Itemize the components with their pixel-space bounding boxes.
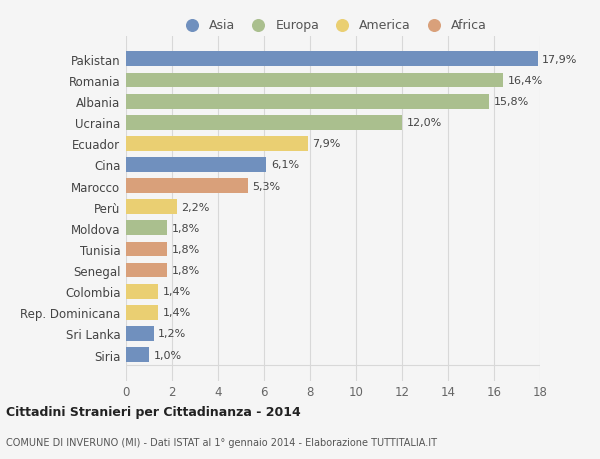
Bar xyxy=(126,179,248,194)
Bar xyxy=(126,52,538,67)
Text: 17,9%: 17,9% xyxy=(542,55,578,65)
Text: 1,2%: 1,2% xyxy=(158,329,187,339)
Text: Cittadini Stranieri per Cittadinanza - 2014: Cittadini Stranieri per Cittadinanza - 2… xyxy=(6,405,301,419)
Text: 1,8%: 1,8% xyxy=(172,245,200,254)
Bar xyxy=(126,116,402,130)
Text: 2,2%: 2,2% xyxy=(181,202,209,212)
Text: COMUNE DI INVERUNO (MI) - Dati ISTAT al 1° gennaio 2014 - Elaborazione TUTTITALI: COMUNE DI INVERUNO (MI) - Dati ISTAT al … xyxy=(6,437,437,447)
Text: 1,8%: 1,8% xyxy=(172,265,200,275)
Legend: Asia, Europa, America, Africa: Asia, Europa, America, Africa xyxy=(175,16,491,36)
Text: 5,3%: 5,3% xyxy=(253,181,281,191)
Bar xyxy=(126,242,167,257)
Text: 6,1%: 6,1% xyxy=(271,160,299,170)
Text: 12,0%: 12,0% xyxy=(407,118,442,128)
Text: 1,4%: 1,4% xyxy=(163,308,191,318)
Text: 7,9%: 7,9% xyxy=(312,139,341,149)
Bar xyxy=(126,221,167,236)
Text: 1,4%: 1,4% xyxy=(163,286,191,297)
Bar xyxy=(126,326,154,341)
Bar xyxy=(126,158,266,173)
Bar xyxy=(126,137,308,151)
Bar xyxy=(126,200,176,215)
Text: 16,4%: 16,4% xyxy=(508,76,543,86)
Text: 1,8%: 1,8% xyxy=(172,224,200,233)
Text: 15,8%: 15,8% xyxy=(494,97,529,107)
Text: 1,0%: 1,0% xyxy=(154,350,182,360)
Bar xyxy=(126,347,149,362)
Bar xyxy=(126,263,167,278)
Bar xyxy=(126,305,158,320)
Bar xyxy=(126,95,490,109)
Bar xyxy=(126,73,503,88)
Bar xyxy=(126,284,158,299)
